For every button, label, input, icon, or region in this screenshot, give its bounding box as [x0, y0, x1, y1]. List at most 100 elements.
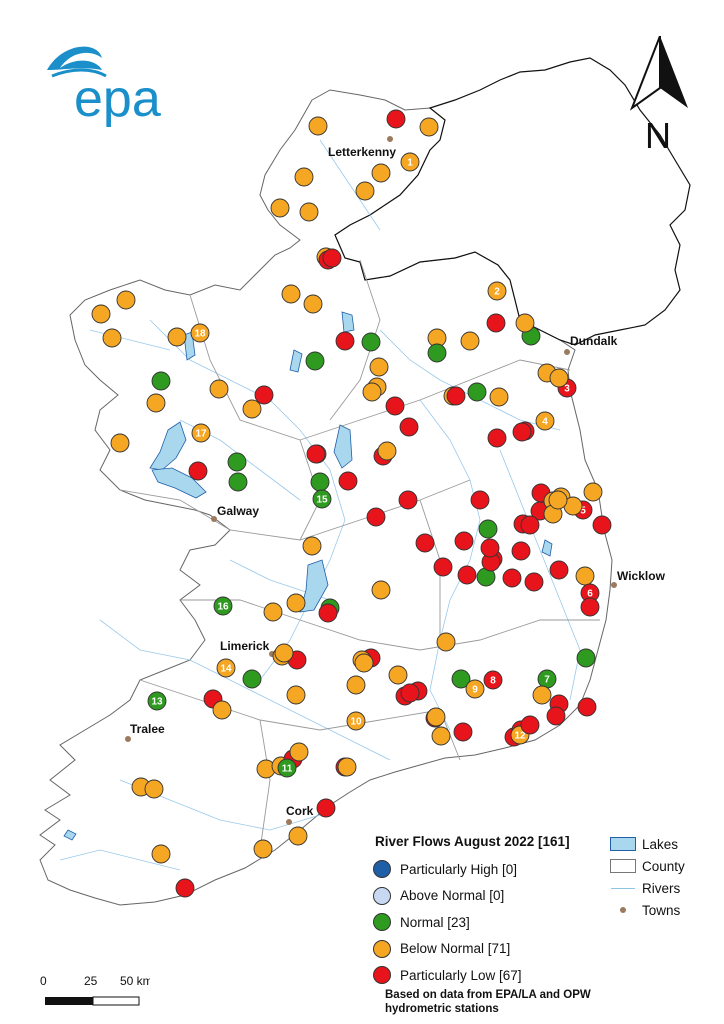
town-label: Tralee: [130, 722, 165, 736]
town-label: Galway: [217, 504, 259, 518]
station-number: 10: [350, 717, 362, 728]
station-marker-normal: [427, 343, 447, 363]
station-dot: [426, 707, 446, 727]
station-dot: [294, 167, 314, 187]
north-arrow: N: [629, 35, 690, 166]
station-dot: [286, 593, 306, 613]
legend-dot-particularly-high: [373, 860, 391, 879]
station-dot: [227, 452, 247, 472]
town-dot-icon: [211, 516, 217, 522]
station-number: 8: [490, 676, 496, 687]
station-marker-below: [286, 685, 306, 705]
station-dot: [306, 444, 326, 464]
station-number: 7: [544, 675, 550, 686]
station-dot: [303, 294, 323, 314]
station-dot: [433, 557, 453, 577]
station-marker-low: [335, 331, 355, 351]
station-dot: [299, 202, 319, 222]
station-dot: [549, 368, 569, 388]
station-dot: [175, 878, 195, 898]
station-marker-below: [242, 399, 262, 419]
station-marker-normal: [310, 472, 330, 492]
station-marker-low: [520, 715, 540, 735]
station-marker-below: [515, 313, 535, 333]
station-dot: [361, 332, 381, 352]
station-dot: [400, 683, 420, 703]
station-dot: [371, 163, 391, 183]
station-dot: [312, 489, 332, 509]
station-dot: [263, 602, 283, 622]
station-marker-low: [511, 541, 531, 561]
station-marker-below: [274, 643, 294, 663]
station-marker-low: [457, 565, 477, 585]
station-marker-below: [263, 602, 283, 622]
station-marker-below: [286, 593, 306, 613]
station-number: 16: [217, 602, 229, 613]
station-dot: [242, 399, 262, 419]
station-dot: [281, 284, 301, 304]
station-dot: [592, 515, 612, 535]
station-dot: [337, 757, 357, 777]
river-line-icon: [610, 881, 636, 895]
station-number: 1: [407, 158, 413, 169]
legend-item-towns: Towns: [610, 899, 685, 921]
legend-dot-normal: [373, 913, 391, 932]
station-dot: [338, 471, 358, 491]
legend-label: Particularly High [0]: [400, 861, 518, 877]
station-dot: [467, 382, 487, 402]
station-dot: [288, 826, 308, 846]
scale-tick-25: 25: [84, 975, 98, 988]
legend-item-county: County: [610, 855, 685, 877]
station-marker-below: [460, 331, 480, 351]
station-dot: [483, 670, 503, 690]
legend-item-normal: Normal [23]: [373, 909, 522, 936]
station-dot: [302, 536, 322, 556]
station-marker-low: [480, 538, 500, 558]
station-number: 3: [564, 384, 570, 395]
station-dot: [277, 758, 297, 778]
station-marker-low: [175, 878, 195, 898]
station-marker-below: 1: [400, 152, 420, 172]
station-marker-below: [549, 368, 569, 388]
station-number: 4: [542, 417, 548, 428]
north-label: N: [645, 115, 671, 156]
station-marker-low: [415, 533, 435, 553]
station-marker-below: [426, 707, 446, 727]
station-marker-low: [520, 515, 540, 535]
station-marker-low: [502, 568, 522, 588]
station-marker-below: [371, 163, 391, 183]
station-dot: [377, 441, 397, 461]
station-dot: [548, 490, 568, 510]
station-marker-below: [388, 665, 408, 685]
station-dot: [147, 691, 167, 711]
station-dot: [486, 313, 506, 333]
station-marker-low: [338, 471, 358, 491]
station-marker-below: 4: [535, 411, 555, 431]
town-dot-icon: [125, 736, 131, 742]
station-marker-normal: [478, 519, 498, 539]
station-marker-below: [146, 393, 166, 413]
epa-logo-mark: epa: [47, 46, 161, 128]
station-marker-normal: [242, 669, 262, 689]
legend-classes: Particularly High [0] Above Normal [0] N…: [373, 856, 522, 989]
legend-item-below-normal: Below Normal [71]: [373, 936, 522, 963]
station-marker-low: [453, 722, 473, 742]
station-marker-low: [322, 248, 342, 268]
station-marker-below: [144, 779, 164, 799]
station-dot: [151, 371, 171, 391]
station-dot: [549, 560, 569, 580]
station-dot: [274, 643, 294, 663]
station-marker-normal: [227, 452, 247, 472]
station-number: 13: [151, 697, 163, 708]
town-label: Letterkenny: [328, 145, 396, 159]
legend-label: Normal [23]: [400, 914, 470, 930]
station-marker-below: [209, 379, 229, 399]
station-dot: [355, 181, 375, 201]
station-number: 6: [587, 589, 593, 600]
station-dot: [502, 568, 522, 588]
station-dot: [305, 351, 325, 371]
station-dot: [167, 327, 187, 347]
station-dot: [398, 490, 418, 510]
station-dot: [478, 519, 498, 539]
